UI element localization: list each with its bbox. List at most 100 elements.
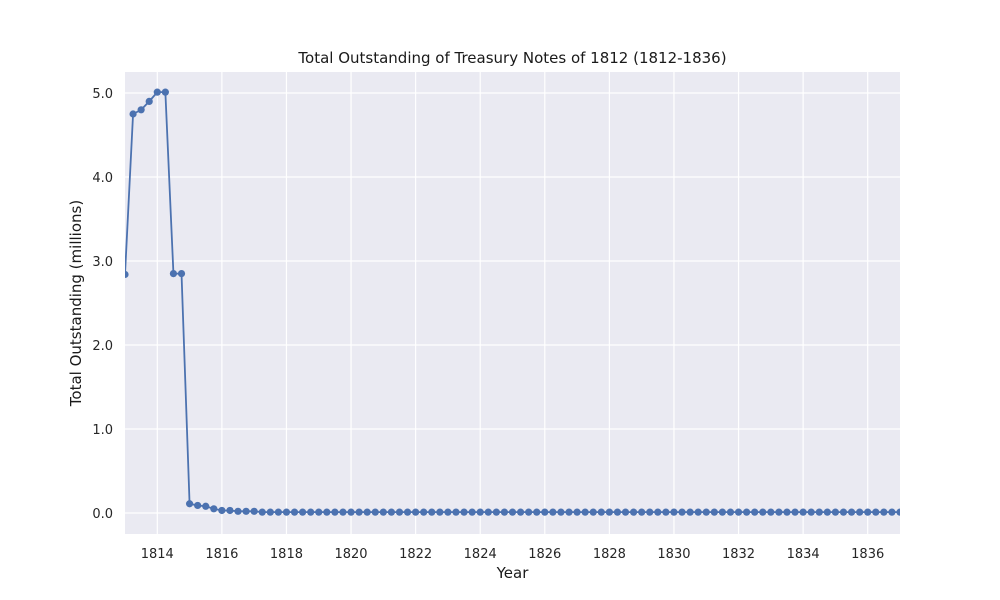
x-tick-label: 1836 [851, 547, 884, 562]
data-point [307, 508, 315, 516]
y-tick-label: 5.0 [92, 87, 113, 102]
data-point [258, 508, 266, 516]
data-point [751, 508, 759, 516]
data-point [412, 508, 420, 516]
data-point [856, 508, 864, 516]
x-tick-label: 1814 [141, 547, 174, 562]
data-point [355, 508, 363, 516]
data-point [581, 508, 589, 516]
data-point [872, 508, 880, 516]
data-point [597, 508, 605, 516]
data-point [436, 508, 444, 516]
data-point [137, 106, 145, 114]
data-point [379, 508, 387, 516]
data-point [565, 508, 573, 516]
data-point [847, 508, 856, 516]
x-tick-label: 1820 [334, 547, 367, 562]
data-point [234, 507, 242, 515]
data-point [686, 508, 694, 516]
data-point [557, 508, 565, 516]
data-point [185, 500, 194, 508]
data-point [452, 508, 460, 516]
data-point [791, 508, 799, 516]
data-point [202, 502, 210, 510]
data-point [710, 508, 718, 516]
data-point [210, 505, 218, 513]
data-point [363, 508, 371, 516]
data-point [428, 508, 436, 516]
data-point [629, 508, 638, 516]
data-point [896, 508, 900, 516]
data-point [371, 508, 379, 516]
data-point [250, 507, 258, 515]
series-group [125, 88, 900, 516]
data-point [549, 508, 557, 516]
data-point [734, 508, 743, 516]
x-axis-label: Year [496, 564, 529, 582]
data-point [573, 508, 581, 516]
y-axis-label: Total Outstanding (millions) [67, 199, 85, 407]
data-point [226, 506, 234, 515]
y-tick-label: 2.0 [92, 339, 113, 354]
data-point [299, 508, 307, 516]
data-point [759, 508, 767, 516]
data-point [420, 508, 428, 516]
data-point [589, 508, 597, 516]
data-point [347, 508, 355, 516]
data-point [533, 508, 541, 516]
data-point [823, 508, 831, 516]
plot-background [125, 72, 900, 534]
data-point [678, 508, 686, 516]
x-tick-label: 1822 [399, 547, 432, 562]
data-point [339, 508, 347, 516]
data-point [864, 508, 872, 516]
data-point [613, 508, 622, 516]
y-tick-label: 4.0 [92, 171, 113, 186]
data-point [718, 508, 726, 516]
x-tick-label: 1832 [722, 547, 755, 562]
data-point [638, 508, 646, 516]
data-point [670, 508, 678, 516]
data-point [525, 508, 533, 516]
data-point [743, 508, 751, 516]
data-point [880, 508, 888, 516]
data-point [125, 270, 129, 279]
data-point [815, 508, 823, 516]
data-point [323, 508, 331, 516]
data-point [484, 508, 492, 516]
data-point [169, 270, 178, 278]
data-point [831, 508, 840, 516]
data-point [194, 501, 202, 510]
data-point [662, 508, 670, 516]
x-tick-label: 1830 [657, 547, 690, 562]
data-point [799, 508, 807, 516]
chart-title: Total Outstanding of Treasury Notes of 1… [298, 49, 727, 67]
x-tick-label: 1818 [270, 547, 303, 562]
data-point [888, 508, 896, 516]
data-point [460, 508, 468, 516]
data-point [476, 508, 484, 516]
data-point [290, 508, 299, 516]
x-tick-label: 1824 [464, 547, 497, 562]
data-point [444, 508, 452, 516]
data-point [153, 88, 161, 96]
data-point [541, 508, 549, 516]
data-point [702, 508, 710, 516]
data-point [403, 508, 412, 516]
data-point [783, 508, 791, 516]
data-point [621, 508, 630, 516]
data-point [775, 508, 783, 516]
data-point [839, 508, 848, 516]
y-tick-label: 1.0 [92, 423, 113, 438]
data-point [767, 508, 775, 516]
data-point [266, 508, 274, 516]
x-tick-label: 1828 [593, 547, 626, 562]
x-tick-label: 1826 [528, 547, 561, 562]
data-point [145, 97, 153, 105]
data-point [468, 508, 476, 516]
data-point [315, 508, 323, 516]
data-point [242, 507, 250, 515]
data-point [395, 508, 404, 516]
